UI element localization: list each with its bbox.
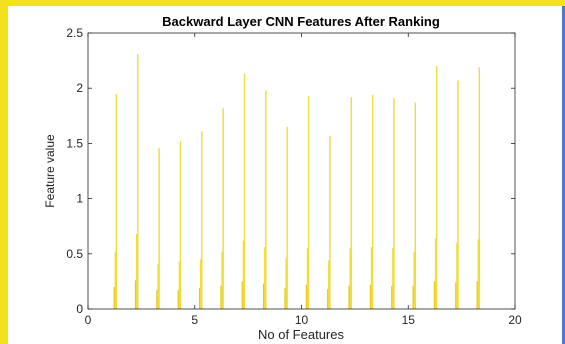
bar-9-3 bbox=[286, 126, 288, 309]
bar-3-1 bbox=[156, 290, 158, 309]
x-axis-label: No of Features bbox=[258, 327, 344, 342]
bar-5-3 bbox=[201, 131, 203, 309]
bar-13-2 bbox=[370, 247, 373, 309]
y-tick-label: 0 bbox=[76, 302, 83, 316]
frame-top-border bbox=[0, 0, 565, 6]
bar-13-1 bbox=[369, 284, 372, 309]
bar-6-1 bbox=[220, 285, 222, 309]
y-axis-label: Feature value bbox=[43, 134, 57, 208]
bar-1-2 bbox=[114, 251, 117, 309]
x-tick-label: 0 bbox=[85, 313, 92, 327]
bar-3-2 bbox=[157, 263, 159, 309]
y-tick-label: 1 bbox=[76, 192, 83, 206]
bar-8-3 bbox=[265, 90, 267, 309]
bar-7-3 bbox=[243, 73, 246, 309]
plot-area bbox=[88, 33, 515, 309]
bar-7-1 bbox=[241, 281, 244, 309]
bar-2-2 bbox=[135, 233, 138, 309]
bar-15-2 bbox=[413, 251, 415, 309]
bar-17-3 bbox=[457, 80, 459, 309]
bar-11-1 bbox=[327, 289, 329, 309]
bar-14-3 bbox=[393, 98, 395, 309]
bar-16-1 bbox=[433, 281, 436, 309]
bar-17-2 bbox=[456, 242, 458, 309]
bar-16-3 bbox=[435, 66, 438, 310]
bar-14-2 bbox=[392, 248, 394, 309]
bar-6-2 bbox=[221, 251, 223, 309]
bar-2-3 bbox=[137, 53, 139, 310]
bars-group bbox=[113, 53, 481, 310]
bar-5-2 bbox=[200, 259, 202, 309]
bar-14-1 bbox=[391, 285, 393, 309]
chart-title: Backward Layer CNN Features After Rankin… bbox=[162, 14, 440, 29]
bar-6-3 bbox=[222, 108, 224, 309]
x-tick-label: 10 bbox=[295, 313, 309, 327]
bar-2-1 bbox=[134, 280, 137, 309]
bar-10-1 bbox=[305, 284, 308, 309]
bar-12-1 bbox=[348, 285, 350, 309]
bar-17-1 bbox=[455, 282, 457, 309]
bar-4-3 bbox=[179, 141, 182, 309]
bar-11-3 bbox=[329, 135, 331, 309]
bar-12-2 bbox=[349, 248, 351, 309]
bar-3-3 bbox=[158, 147, 160, 309]
x-tick-label: 15 bbox=[402, 313, 416, 327]
bar-13-3 bbox=[371, 94, 374, 309]
bar-11-2 bbox=[328, 260, 330, 309]
ticks-group: 0 5 10 15 20 0 0.5 1 1.5 2 2.5 bbox=[66, 26, 522, 327]
bar-9-2 bbox=[285, 258, 287, 309]
bar-9-1 bbox=[284, 288, 286, 309]
plot-box bbox=[87, 32, 516, 310]
bar-15-1 bbox=[412, 285, 414, 309]
frame-left-border bbox=[0, 0, 8, 344]
x-tick-label: 20 bbox=[508, 313, 522, 327]
bar-8-1 bbox=[263, 283, 265, 309]
x-tick-label: 5 bbox=[191, 313, 198, 327]
bar-8-2 bbox=[264, 247, 266, 309]
bar-7-2 bbox=[242, 240, 245, 309]
bar-18-3 bbox=[478, 67, 481, 309]
bar-10-3 bbox=[307, 95, 310, 310]
bar-4-2 bbox=[178, 261, 181, 309]
frame-right-border bbox=[562, 6, 565, 344]
y-tick-label: 2 bbox=[76, 81, 83, 95]
y-tick-label: 1.5 bbox=[66, 136, 83, 150]
bar-15-3 bbox=[414, 102, 416, 309]
bar-4-1 bbox=[177, 290, 180, 309]
bar-16-2 bbox=[434, 238, 437, 309]
bar-10-2 bbox=[306, 248, 309, 309]
bar-1-3 bbox=[115, 93, 118, 309]
bar-1-1 bbox=[113, 286, 115, 309]
bar-12-3 bbox=[350, 97, 352, 309]
bar-5-1 bbox=[198, 288, 201, 309]
bar-18-1 bbox=[476, 281, 478, 309]
bar-18-2 bbox=[477, 239, 479, 309]
y-tick-label: 0.5 bbox=[66, 247, 83, 261]
y-tick-label: 2.5 bbox=[66, 26, 83, 40]
